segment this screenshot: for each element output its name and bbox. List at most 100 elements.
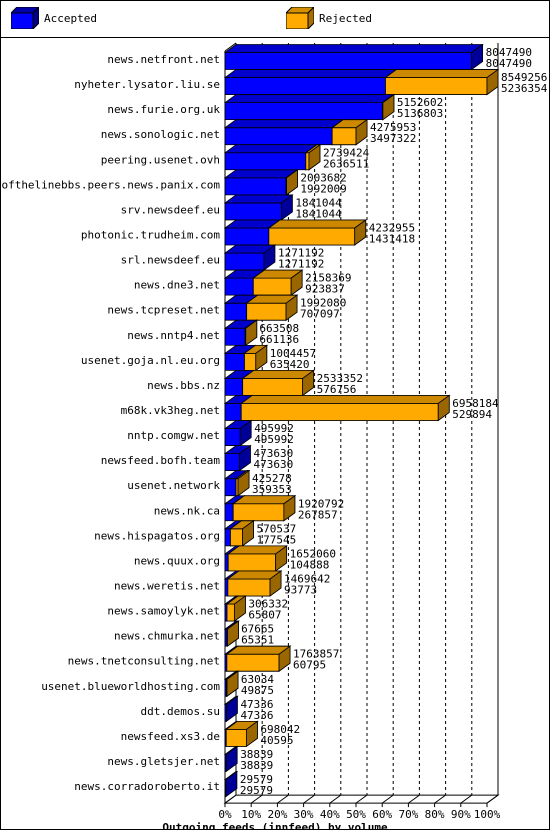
x-tick-label-0: 0% [218,808,232,821]
bar-rejected-front [381,93,396,121]
value-label-accepted: 267857 [298,508,338,521]
value-label-accepted: 3497322 [370,132,416,145]
bar-rejected-front [304,143,322,171]
x-tick-label-9: 90% [451,808,471,821]
value-label-offered: 8047490 [486,46,532,59]
bar-accepted [223,194,294,221]
value-label-accepted: 923837 [305,283,345,296]
legend-label-accepted: Accepted [44,12,97,25]
x-tick-label-6: 60% [372,808,392,821]
x-tick-depth-6 [381,794,394,804]
value-label-offered: 425278 [252,472,292,485]
bar-accepted [223,143,319,171]
value-label-offered: 1469642 [284,572,330,585]
value-label-offered: 1992080 [300,297,346,310]
legend-swatch-rejected [286,7,314,29]
bar-accepted [223,770,239,798]
value-label-accepted: 473630 [254,458,294,471]
bar-accepted [223,695,239,723]
category-label: news.nntp4.net [127,329,220,342]
value-label-offered: 8549256 [501,71,547,84]
value-label-accepted: 529894 [452,408,492,421]
bar-accepted [223,745,239,773]
value-label-offered: 570537 [256,522,296,535]
value-label-accepted: 93773 [284,583,317,596]
category-label: news.hispagatos.org [94,529,220,542]
value-label-accepted: 661136 [259,333,299,346]
x-tick-depth-7 [408,794,420,804]
x-tick-depth-10 [486,794,499,804]
category-label: photonic.trudheim.com [81,228,220,241]
value-label-offered: 1763857 [293,648,339,661]
bar-rejected-front [284,169,299,196]
x-tick-label-10: 100% [474,808,501,821]
value-label-accepted: 1841044 [295,207,342,220]
value-label-accepted: 2636511 [323,157,369,170]
category-label: srl.newsdeef.eu [121,254,220,267]
value-label-offered: 306332 [248,598,288,611]
category-label: news.netfront.net [107,53,220,66]
x-tick-depth-2 [277,794,289,804]
bar-rejected-front [244,319,258,347]
category-label: usenet.blueworldhosting.com [41,680,220,693]
x-tick-depth-0 [224,794,237,804]
value-label-offered: 1920792 [298,497,344,510]
value-label-offered: 663508 [259,322,299,335]
legend-label-rejected: Rejected [319,12,372,25]
x-tick-depth-1 [250,794,263,804]
bar-rejected-front [241,369,315,397]
value-label-offered: 29579 [240,773,273,786]
value-label-accepted: 8047490 [486,57,532,70]
value-label-offered: 2003682 [300,171,346,184]
category-label: peering.usenet.ovh [101,153,220,166]
value-label-offered: 4232955 [369,221,415,234]
category-label: news.tcpreset.net [107,304,220,317]
x-axis-title: Outgoing feeds (innfeed) by volume [162,821,388,830]
value-label-accepted: 359353 [252,483,292,496]
bar-accepted [223,93,395,121]
value-label-offered: 2739424 [323,146,370,159]
value-label-accepted: 495992 [254,433,294,446]
top-edge [224,42,237,52]
category-label: news.weretis.net [114,579,220,592]
category-label: usenet.network [127,479,220,492]
bar-rejected-front [243,344,269,372]
bar-accepted [223,419,253,447]
bar-rejected-front [240,394,451,422]
category-label: ddt.demos.su [141,705,220,718]
x-tick-depth-5 [355,794,368,804]
bar-rejected-front [226,545,288,572]
value-label-accepted: 29579 [240,784,273,797]
category-label: endofthelinebbs.peers.news.panix.com [0,178,220,191]
value-label-offered: 47336 [240,698,273,711]
x-tick-label-3: 30% [294,808,314,821]
value-label-accepted: 38839 [240,759,273,772]
value-label-accepted: 635420 [270,358,310,371]
category-label: nntp.comgw.net [127,429,220,442]
value-label-offered: 63034 [241,673,274,686]
x-tick-label-5: 50% [346,808,366,821]
category-label: srv.newsdeef.eu [121,203,220,216]
value-label-offered: 5152602 [397,96,443,109]
value-label-offered: 698042 [260,723,300,736]
category-label: nyheter.lysator.liu.se [74,78,220,91]
category-label: news.chmurka.net [114,630,220,643]
value-label-offered: 6958184 [452,397,499,410]
category-label: news.samoylyk.net [107,605,220,618]
bar-accepted [223,43,484,71]
category-label: newsfeed.xs3.de [121,730,220,743]
value-label-offered: 2533352 [317,372,363,385]
bar-rejected-front [225,620,240,647]
value-label-accepted: 1992009 [300,182,346,195]
bar-accepted [223,118,345,146]
value-label-accepted: 60795 [293,659,326,672]
category-label: news.tnetconsulting.net [68,655,220,668]
category-label: news.corradoroberto.it [74,780,220,793]
x-tick-label-4: 40% [320,808,340,821]
value-label-offered: 38839 [240,748,273,761]
value-label-accepted: 40595 [260,734,293,747]
value-label-offered: 1271192 [278,247,324,260]
value-label-accepted: 49875 [241,684,274,697]
x-tick-label-2: 20% [267,808,287,821]
